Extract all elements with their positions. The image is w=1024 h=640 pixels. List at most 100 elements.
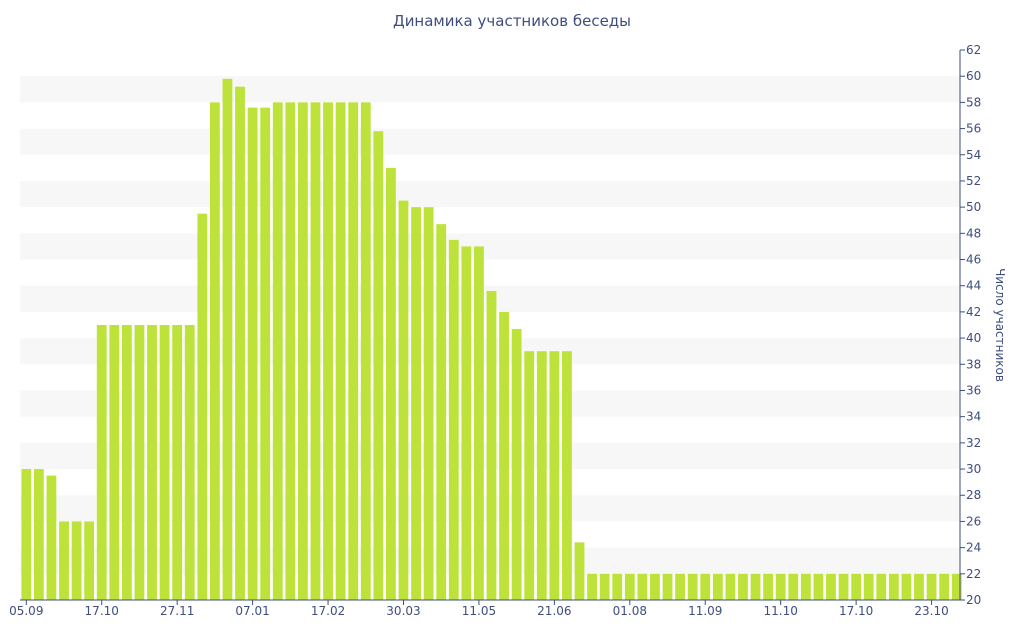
bar bbox=[624, 573, 635, 600]
x-tick-label: 30.03 bbox=[386, 604, 420, 618]
bar bbox=[448, 239, 459, 600]
bar bbox=[147, 325, 157, 600]
y-tick-label: 32 bbox=[966, 436, 981, 450]
bar bbox=[599, 573, 610, 600]
y-tick-label: 34 bbox=[966, 410, 981, 424]
bar bbox=[285, 102, 296, 600]
bar bbox=[562, 351, 572, 600]
bar bbox=[272, 102, 283, 600]
bar bbox=[662, 573, 673, 600]
bar bbox=[398, 200, 409, 600]
bar bbox=[725, 573, 736, 600]
y-axis: 20 22 24 26 28 30 32 34 36 38 40 42 44 46 48 50 52 54 56 58… bbox=[959, 43, 981, 607]
bar bbox=[763, 573, 774, 600]
bar bbox=[310, 102, 321, 600]
y-tick-label: 60 bbox=[966, 69, 981, 83]
bar bbox=[750, 573, 761, 600]
bar bbox=[838, 573, 849, 600]
bar bbox=[84, 521, 95, 600]
y-tick-label: 36 bbox=[966, 383, 981, 397]
bar bbox=[675, 573, 686, 600]
x-tick-label: 05.09 bbox=[9, 604, 43, 618]
bar bbox=[59, 521, 69, 600]
bar bbox=[687, 573, 698, 600]
y-tick-label: 38 bbox=[966, 357, 981, 371]
x-tick-label: 11.05 bbox=[462, 604, 496, 618]
bar bbox=[297, 102, 308, 600]
grid-stripe bbox=[20, 233, 960, 260]
x-tick-label: 11.10 bbox=[764, 604, 798, 618]
bar bbox=[612, 573, 623, 600]
bar bbox=[851, 573, 862, 600]
y-tick-label: 28 bbox=[966, 488, 981, 502]
y-tick-label: 20 bbox=[966, 593, 981, 607]
bar bbox=[386, 167, 396, 600]
y-tick-label: 62 bbox=[966, 43, 981, 57]
bar bbox=[71, 521, 82, 600]
y-tick-label: 50 bbox=[966, 200, 981, 214]
y-tick-label: 52 bbox=[966, 174, 981, 188]
bar bbox=[260, 107, 271, 600]
bar bbox=[474, 246, 484, 600]
bar bbox=[637, 573, 648, 600]
y-tick-label: 30 bbox=[966, 462, 981, 476]
y-tick-label: 26 bbox=[966, 514, 981, 528]
bar bbox=[360, 102, 371, 600]
x-tick-label: 23.10 bbox=[914, 604, 948, 618]
bar bbox=[373, 131, 384, 600]
x-tick-label: 17.10 bbox=[839, 604, 873, 618]
bar bbox=[197, 213, 208, 600]
x-tick-label: 07.01 bbox=[235, 604, 269, 618]
y-tick-label: 44 bbox=[966, 279, 981, 293]
bar bbox=[159, 325, 170, 600]
x-tick-label: 17.02 bbox=[311, 604, 345, 618]
y-tick-label: 46 bbox=[966, 253, 981, 267]
bar bbox=[813, 573, 824, 600]
bar bbox=[700, 573, 711, 600]
bar bbox=[926, 573, 937, 600]
bar bbox=[348, 102, 359, 600]
bar bbox=[524, 351, 535, 600]
bar bbox=[775, 573, 786, 600]
bar bbox=[46, 475, 57, 600]
x-tick-label: 01.08 bbox=[613, 604, 647, 618]
bar bbox=[587, 573, 597, 600]
y-tick-label: 40 bbox=[966, 331, 981, 345]
bar bbox=[21, 469, 32, 600]
bar bbox=[335, 102, 346, 600]
bar bbox=[499, 311, 509, 600]
y-tick-label: 42 bbox=[966, 305, 981, 319]
y-tick-label: 22 bbox=[966, 567, 981, 581]
bar bbox=[901, 573, 912, 600]
bar bbox=[33, 469, 44, 600]
bars bbox=[21, 78, 962, 601]
bar bbox=[738, 573, 748, 600]
bar bbox=[951, 573, 962, 600]
bar bbox=[800, 573, 811, 600]
chart-title: Динамика участников беседы bbox=[392, 12, 632, 30]
bar bbox=[209, 102, 220, 600]
x-tick-label: 21.06 bbox=[537, 604, 571, 618]
bar bbox=[222, 78, 233, 601]
x-tick-label: 27.11 bbox=[160, 604, 194, 618]
bar bbox=[323, 102, 333, 600]
bar bbox=[650, 573, 660, 600]
bar bbox=[172, 325, 183, 600]
bar bbox=[235, 86, 245, 600]
bar bbox=[247, 107, 258, 600]
bar bbox=[826, 573, 836, 600]
bar bbox=[712, 573, 723, 600]
bar bbox=[536, 351, 547, 600]
x-tick-label: 17.10 bbox=[85, 604, 119, 618]
y-tick-label: 54 bbox=[966, 148, 981, 162]
bar bbox=[486, 290, 497, 600]
y-tick-label: 56 bbox=[966, 122, 981, 136]
bar bbox=[549, 351, 560, 600]
x-tick-label: 11.09 bbox=[688, 604, 722, 618]
bar bbox=[96, 325, 107, 600]
bar bbox=[121, 325, 132, 600]
bar bbox=[876, 573, 887, 600]
grid-stripe bbox=[20, 180, 960, 208]
